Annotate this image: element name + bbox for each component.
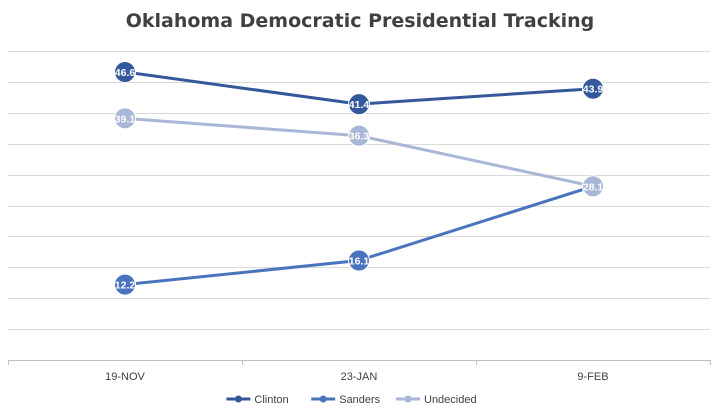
- x-tick-label: 19-NOV: [105, 371, 145, 383]
- data-label: 43.9: [583, 84, 604, 96]
- gridlines: [8, 51, 710, 330]
- data-label: 46.6: [115, 67, 136, 79]
- data-point-undecided: 28.1: [582, 175, 604, 198]
- legend-item-sanders: Sanders: [311, 394, 381, 406]
- data-label: 36.3: [349, 131, 370, 143]
- data-markers: 46.641.443.912.216.128.139.136.328.1: [114, 61, 604, 296]
- data-point-sanders: 12.2: [114, 273, 136, 296]
- data-point-clinton: 46.6: [114, 61, 136, 84]
- data-marker: [114, 61, 136, 84]
- legend-swatch-marker: [319, 395, 327, 403]
- legend-swatch-marker: [404, 395, 412, 403]
- data-point-clinton: 43.9: [582, 77, 604, 100]
- data-marker: [114, 273, 136, 296]
- legend-item-clinton: Clinton: [226, 394, 289, 406]
- data-label: 39.1: [115, 113, 136, 125]
- data-marker: [582, 77, 604, 100]
- x-tick-label: 9-FEB: [577, 371, 608, 383]
- legend-label: Clinton: [254, 394, 288, 406]
- data-point-sanders: 16.1: [348, 249, 370, 272]
- legend-label: Sanders: [339, 394, 380, 406]
- data-label: 28.1: [583, 181, 604, 193]
- legend: Clinton Sanders Undecided: [226, 394, 477, 406]
- x-axis: 19-NOV 23-JAN 9-FEB: [8, 360, 711, 383]
- data-label: 12.2: [115, 280, 136, 292]
- legend-item-undecided: Undecided: [396, 394, 477, 406]
- data-point-undecided: 36.3: [348, 124, 370, 147]
- data-marker: [348, 249, 370, 272]
- legend-label: Undecided: [424, 394, 477, 406]
- legend-swatch-marker: [234, 395, 242, 403]
- data-point-clinton: 41.4: [348, 93, 370, 116]
- data-marker: [348, 93, 370, 116]
- data-marker: [114, 107, 136, 130]
- data-label: 41.4: [349, 99, 370, 111]
- data-marker: [348, 124, 370, 147]
- data-point-undecided: 39.1: [114, 107, 136, 130]
- data-label: 16.1: [349, 256, 370, 268]
- data-marker: [582, 175, 604, 198]
- chart-title: Oklahoma Democratic Presidential Trackin…: [126, 10, 595, 32]
- x-tick-label: 23-JAN: [341, 371, 378, 383]
